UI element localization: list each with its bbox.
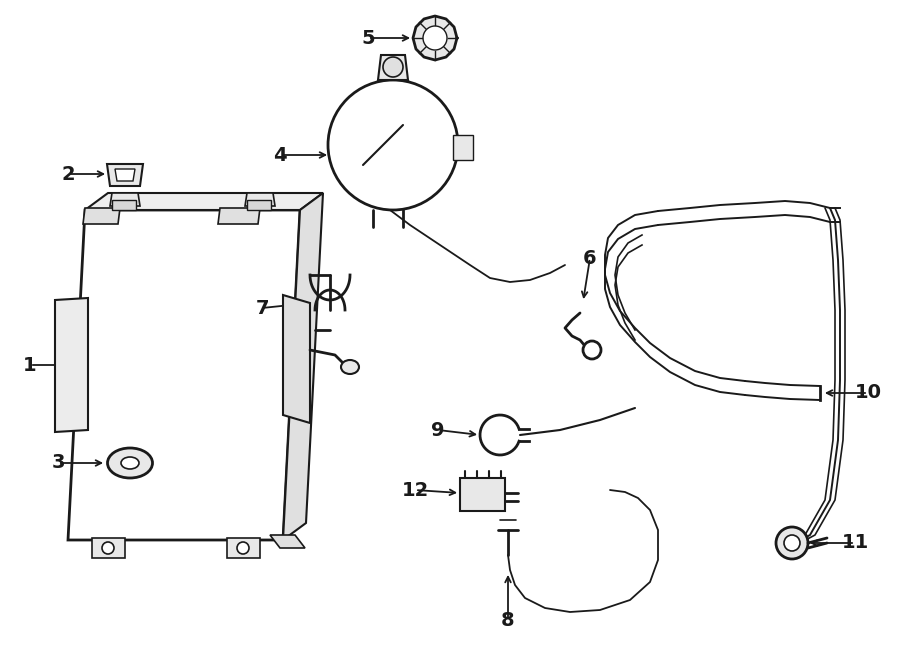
Polygon shape: [413, 16, 457, 60]
Text: 2: 2: [61, 164, 75, 183]
Ellipse shape: [341, 360, 359, 374]
Ellipse shape: [121, 457, 139, 469]
Text: 10: 10: [854, 383, 881, 402]
Circle shape: [328, 80, 458, 210]
Polygon shape: [107, 164, 143, 186]
Polygon shape: [92, 538, 125, 558]
Polygon shape: [453, 135, 473, 160]
Polygon shape: [55, 298, 88, 432]
Circle shape: [784, 535, 800, 551]
Ellipse shape: [107, 448, 152, 478]
Polygon shape: [378, 55, 408, 80]
Polygon shape: [283, 295, 310, 423]
Circle shape: [776, 527, 808, 559]
Polygon shape: [83, 208, 120, 224]
Circle shape: [102, 542, 114, 554]
Polygon shape: [112, 200, 136, 210]
Text: 4: 4: [274, 146, 287, 164]
Polygon shape: [85, 193, 323, 210]
Text: 9: 9: [431, 420, 445, 440]
Circle shape: [583, 341, 601, 359]
Polygon shape: [460, 478, 505, 511]
Text: 12: 12: [401, 481, 428, 500]
Polygon shape: [227, 538, 260, 558]
Text: 11: 11: [842, 534, 868, 553]
Text: 8: 8: [501, 610, 515, 630]
Polygon shape: [283, 193, 323, 540]
Text: 5: 5: [361, 28, 374, 48]
Polygon shape: [115, 169, 135, 181]
Text: 3: 3: [51, 453, 65, 473]
Polygon shape: [218, 208, 260, 224]
Polygon shape: [247, 200, 271, 210]
Polygon shape: [245, 193, 275, 206]
Circle shape: [423, 26, 447, 50]
Circle shape: [237, 542, 249, 554]
Circle shape: [383, 57, 403, 77]
Polygon shape: [68, 210, 300, 540]
Text: 1: 1: [23, 355, 37, 375]
Text: 6: 6: [583, 248, 597, 267]
Polygon shape: [270, 535, 305, 548]
Polygon shape: [110, 193, 140, 206]
Text: 7: 7: [256, 299, 269, 318]
